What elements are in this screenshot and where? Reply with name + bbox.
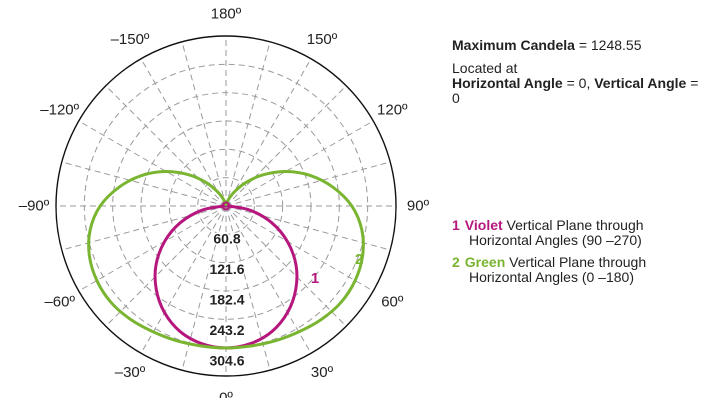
grid-ring-1	[197, 177, 255, 235]
legend-green-name: Green	[464, 254, 506, 270]
radial-label-5: 304.6	[209, 353, 244, 369]
angle-label-0: 0º	[219, 390, 233, 398]
series-label-green: 2	[355, 251, 363, 268]
located-angles: Horizontal Angle = 0, Vertical Angle = 0	[452, 76, 707, 106]
angle-label-m90: –90º	[19, 198, 50, 215]
angle-label-150: 150º	[307, 31, 338, 48]
series-curve-green	[87, 170, 365, 350]
legend-item-violet-line1: 1 Violet Vertical Plane through	[452, 218, 710, 233]
grid-spoke-30	[225, 205, 312, 354]
legend-violet-name: Violet	[464, 217, 503, 233]
grid-spoke-300	[78, 205, 227, 292]
grid-ring-2	[168, 148, 284, 264]
angle-label-30: 30º	[311, 364, 334, 381]
vertical-angle-label: Vertical Angle	[594, 75, 687, 91]
max-candela-label: Maximum Candela	[452, 37, 575, 53]
grid-spoke-195	[181, 41, 227, 207]
radial-label-3: 182.4	[209, 292, 244, 308]
radial-label-2: 121.6	[209, 261, 244, 277]
horizontal-angle-value: = 0,	[562, 75, 595, 91]
grid-spoke-135	[225, 85, 347, 207]
angle-label-60: 60º	[381, 294, 404, 311]
angle-label-m60: –60º	[44, 294, 75, 311]
grid-spoke-225	[105, 85, 227, 207]
grid-spoke-150	[225, 58, 312, 207]
located-at-text: Located at	[452, 60, 518, 76]
legend-green-desc2: Horizontal Angles (0 –180)	[469, 269, 634, 285]
legend-item-green: 2 Green Vertical Plane through Horizontal…	[452, 255, 710, 285]
legend-violet-desc1: Vertical Plane through	[502, 217, 644, 233]
legend-green-desc1: Vertical Plane through	[505, 254, 647, 270]
radial-label-4: 243.2	[209, 322, 244, 338]
horizontal-angle-label: Horizontal Angle	[452, 75, 563, 91]
series-curves	[87, 170, 365, 350]
grid-spoke-315	[105, 205, 227, 327]
legend-violet-number: 1	[452, 217, 460, 233]
angle-labels: 180º–150º 150º–120º 120º–90º 90º–60º 60º–30º…	[19, 6, 430, 398]
legend: 1 Violet Vertical Plane through Horizonta…	[452, 218, 710, 292]
angle-label-m150: –150º	[111, 31, 150, 48]
grid-spoke-255	[61, 161, 227, 207]
legend-item-green-line1: 2 Green Vertical Plane through	[452, 255, 710, 270]
grid-spoke-165	[225, 41, 271, 207]
series-labels: 12	[311, 251, 363, 287]
grid-spoke-210	[140, 58, 227, 207]
angle-label-m120: –120º	[40, 102, 79, 119]
center-marker	[221, 201, 231, 211]
max-candela-value: = 1248.55	[574, 37, 642, 53]
grid-spoke-240	[78, 120, 227, 207]
grid-spoke-60	[225, 205, 374, 292]
max-candela-info: Maximum Candela = 1248.55 Located at Hor…	[452, 38, 707, 106]
legend-green-number: 2	[452, 254, 460, 270]
angle-label-180: 180º	[211, 6, 242, 23]
grid-spoke-120	[225, 120, 374, 207]
max-candela-row: Maximum Candela = 1248.55	[452, 38, 707, 53]
polar-chart: 180º–150º 150º–120º 120º–90º 90º–60º 60º–30º…	[19, 6, 430, 398]
grid-spoke-105	[225, 161, 391, 207]
grid-spoke-330	[140, 205, 227, 354]
angle-label-90: 90º	[407, 198, 430, 215]
series-label-violet: 1	[311, 270, 319, 287]
legend-violet-desc2: Horizontal Angles (90 –270)	[469, 232, 642, 248]
outer-ring	[55, 35, 397, 377]
radial-label-1: 60.8	[213, 231, 240, 247]
angle-label-m30: –30º	[115, 364, 146, 381]
grid-spoke-45	[225, 205, 347, 327]
legend-item-violet: 1 Violet Vertical Plane through Horizonta…	[452, 218, 710, 248]
radial-labels: 60.8 121.6 182.4 243.2 304.6	[208, 229, 246, 370]
vertical-angle-value: = 0	[452, 75, 699, 106]
angle-label-120: 120º	[377, 102, 408, 119]
